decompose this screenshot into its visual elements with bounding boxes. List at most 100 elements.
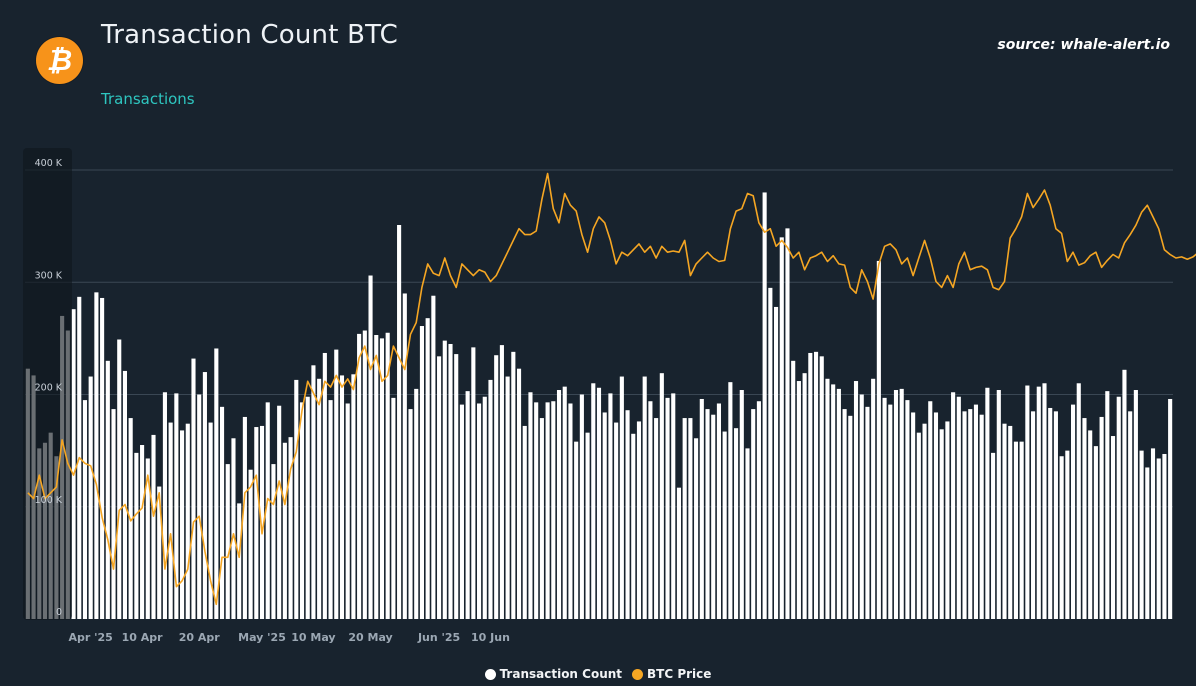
bar-90[interactable]: [539, 418, 544, 619]
bar-163[interactable]: [956, 396, 961, 619]
bar-17[interactable]: [122, 370, 128, 619]
bar-132[interactable]: [779, 237, 784, 619]
bar-112[interactable]: [665, 397, 670, 619]
bar-185[interactable]: [1082, 418, 1087, 619]
bar-84[interactable]: [505, 376, 510, 619]
legend-item-transaction-count[interactable]: Transaction Count: [484, 667, 622, 681]
bar-33[interactable]: [214, 348, 219, 619]
bar-96[interactable]: [574, 441, 579, 619]
bar-187[interactable]: [1093, 446, 1098, 619]
bar-142[interactable]: [836, 388, 841, 619]
bar-91[interactable]: [545, 402, 550, 619]
bar-164[interactable]: [962, 411, 967, 619]
bar-105[interactable]: [625, 410, 630, 619]
bar-173[interactable]: [1013, 441, 1018, 619]
bar-67[interactable]: [408, 409, 413, 619]
bar-31[interactable]: [202, 372, 207, 619]
bar-175[interactable]: [1025, 385, 1030, 619]
bar-99[interactable]: [591, 383, 596, 619]
bar-148[interactable]: [871, 378, 876, 619]
bar-107[interactable]: [636, 421, 642, 619]
bar-52[interactable]: [322, 352, 327, 619]
bar-110[interactable]: [654, 418, 659, 619]
bar-50[interactable]: [311, 365, 316, 619]
bar-169[interactable]: [991, 452, 996, 619]
bar-69[interactable]: [419, 326, 425, 619]
bar-198[interactable]: [1156, 458, 1161, 619]
bar-92[interactable]: [551, 401, 556, 619]
bar-73[interactable]: [442, 340, 447, 619]
bar-128[interactable]: [756, 401, 761, 619]
bar-35[interactable]: [225, 464, 230, 619]
bar-36[interactable]: [231, 438, 236, 619]
bar-200[interactable]: [1168, 398, 1173, 619]
bar-61[interactable]: [374, 335, 379, 619]
bar-165[interactable]: [968, 409, 973, 619]
bar-68[interactable]: [414, 388, 419, 619]
bar-30[interactable]: [197, 394, 202, 620]
bar-160[interactable]: [939, 429, 944, 619]
bar-191[interactable]: [1116, 396, 1121, 619]
btc-price-series-line[interactable]: [27, 172, 1196, 606]
legend-item-btc-price[interactable]: BTC Price: [632, 667, 711, 681]
bar-62[interactable]: [379, 338, 385, 619]
bar-28[interactable]: [185, 423, 190, 619]
bar-65[interactable]: [397, 225, 402, 619]
bar-89[interactable]: [534, 402, 539, 619]
bar-130[interactable]: [768, 287, 773, 619]
bar-193[interactable]: [1128, 411, 1133, 619]
bar-53[interactable]: [328, 400, 333, 619]
bar-158[interactable]: [928, 401, 933, 619]
bar-87[interactable]: [522, 425, 527, 619]
bar-59[interactable]: [362, 330, 367, 619]
bar-77[interactable]: [465, 391, 470, 619]
bar-189[interactable]: [1105, 391, 1110, 619]
bar-74[interactable]: [448, 343, 453, 619]
bar-135[interactable]: [796, 381, 801, 619]
bar-38[interactable]: [242, 416, 247, 619]
bar-106[interactable]: [631, 433, 636, 619]
bar-197[interactable]: [1150, 448, 1156, 619]
bar-15[interactable]: [111, 409, 116, 619]
bar-40[interactable]: [254, 427, 259, 619]
bar-161[interactable]: [945, 421, 950, 619]
bar-120[interactable]: [711, 414, 716, 619]
bar-133[interactable]: [785, 228, 790, 619]
bar-199[interactable]: [1162, 453, 1167, 619]
bar-195[interactable]: [1139, 450, 1144, 619]
bar-88[interactable]: [528, 392, 533, 619]
bar-95[interactable]: [568, 403, 573, 619]
bar-71[interactable]: [431, 295, 436, 619]
bar-78[interactable]: [471, 347, 476, 619]
bar-127[interactable]: [751, 409, 756, 619]
bar-66[interactable]: [402, 293, 407, 619]
bar-20[interactable]: [140, 445, 145, 619]
bar-16[interactable]: [117, 339, 122, 619]
bar-56[interactable]: [345, 403, 350, 619]
bar-54[interactable]: [334, 349, 339, 619]
bar-186[interactable]: [1088, 430, 1093, 619]
bar-144[interactable]: [848, 415, 853, 619]
bar-153[interactable]: [899, 388, 904, 619]
bar-27[interactable]: [180, 430, 185, 619]
bar-44[interactable]: [277, 405, 282, 619]
bar-108[interactable]: [642, 376, 647, 619]
bar-57[interactable]: [351, 374, 356, 619]
bar-37[interactable]: [237, 503, 242, 619]
bar-192[interactable]: [1122, 369, 1127, 619]
bar-32[interactable]: [208, 422, 213, 619]
bar-34[interactable]: [219, 406, 225, 619]
bar-86[interactable]: [516, 368, 522, 619]
bar-166[interactable]: [973, 404, 979, 619]
bar-154[interactable]: [905, 400, 910, 619]
bar-125[interactable]: [739, 390, 744, 619]
bar-155[interactable]: [911, 412, 916, 619]
bar-102[interactable]: [608, 393, 613, 619]
navigator-shade[interactable]: [23, 148, 72, 620]
bar-174[interactable]: [1019, 441, 1024, 619]
bar-182[interactable]: [1065, 450, 1070, 619]
bar-109[interactable]: [648, 401, 653, 619]
bar-85[interactable]: [511, 351, 516, 619]
bar-113[interactable]: [671, 393, 676, 619]
bar-22[interactable]: [151, 434, 156, 619]
